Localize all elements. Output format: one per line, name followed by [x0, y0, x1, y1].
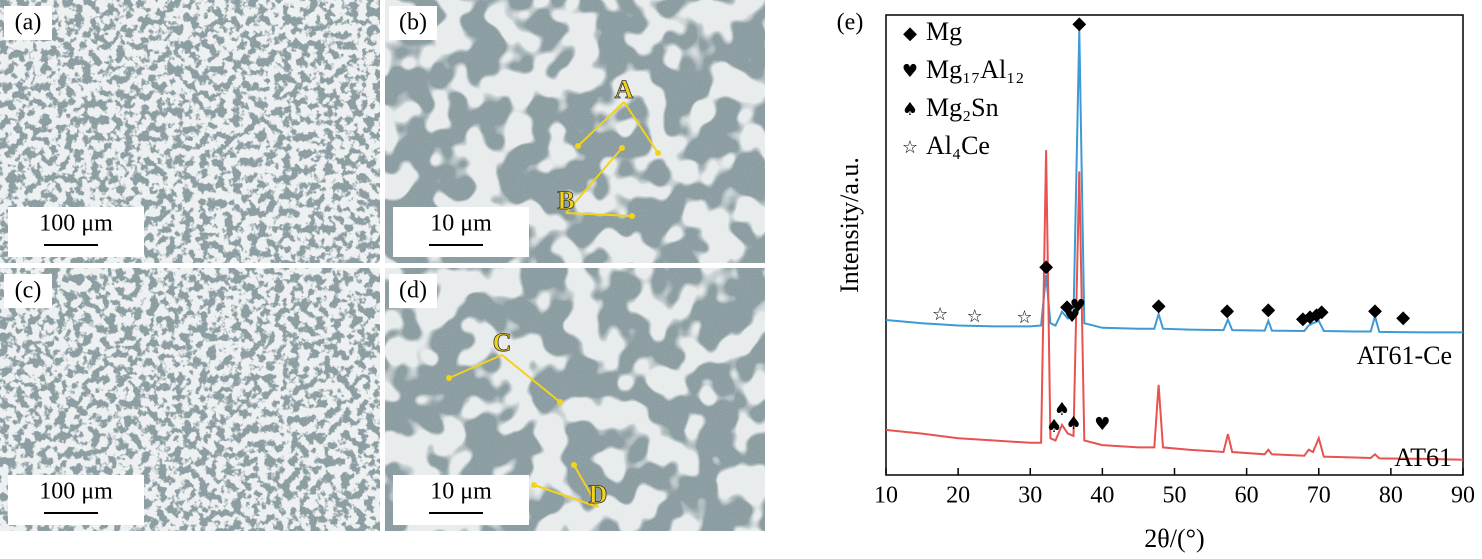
legend-label: Mg₁₇Al₁₂ [926, 55, 1024, 84]
micrograph: (c) 100 μm [0, 268, 380, 531]
peak-marker: ◆ [1060, 296, 1074, 317]
annotation-label: D [589, 480, 608, 509]
xrd-trace [885, 150, 1464, 461]
label-box [389, 274, 437, 308]
xrd-chart: 10 20 30 40 50 60 70 80 90 2θ/(°) Intensity/a.u. (e… [835, 10, 1475, 553]
peak-marker: ♠ [1065, 413, 1081, 434]
annotation-arrow [577, 101, 625, 147]
micrograph: (b) 10 μm A B [385, 0, 765, 263]
peak-marker: ☆ [932, 304, 948, 325]
label-box [4, 274, 52, 308]
arrow-head [571, 462, 577, 468]
x-tick-label: 50 [1163, 483, 1187, 509]
micrograph: (d) 10 μm C D [385, 268, 765, 531]
legend-label: Mg [926, 17, 962, 46]
x-tick-label: 30 [1018, 483, 1042, 509]
peak-marker: ◆ [1396, 307, 1410, 328]
peak-marker: ♠ [1054, 399, 1070, 420]
peak-marker: ◆ [1261, 299, 1275, 320]
y-axis-label: Intensity/a.u. [835, 157, 864, 293]
series-label: AT61 [1394, 443, 1452, 472]
peak-marker: ◆ [1152, 295, 1166, 316]
annotation-arrow [448, 354, 503, 379]
x-tick-label: 20 [946, 483, 970, 509]
annotation-label: A [615, 75, 634, 104]
label-box [389, 6, 437, 40]
peak-marker: ◆ [1315, 301, 1329, 322]
scale-bar-label: 100 μm [39, 211, 113, 237]
peak-marker: ◆ [1303, 306, 1317, 327]
peak-marker: ◆ [1368, 300, 1382, 321]
panel-label: (e) [837, 10, 864, 36]
x-tick-label: 60 [1235, 483, 1259, 509]
x-tick-label: 80 [1379, 483, 1403, 509]
x-tick-label: 90 [1451, 483, 1475, 509]
scale-box [393, 475, 529, 525]
peak-marker: ☆ [1016, 307, 1032, 328]
peak-marker: ◆ [1072, 13, 1086, 34]
micrograph: (a) 100 μm [0, 0, 380, 263]
x-tick-label: 40 [1090, 483, 1114, 509]
plot-frame [885, 14, 1464, 476]
annotation-arrow [565, 212, 633, 217]
legend-symbol: ♠ [902, 99, 918, 120]
arrow-head [446, 375, 452, 381]
peak-marker: ◆ [1310, 304, 1324, 325]
peak-marker: ◆ [1220, 300, 1234, 321]
label-box [4, 6, 52, 40]
peak-marker: ◆ [1039, 256, 1053, 277]
scale-bar-label: 10 μm [430, 479, 492, 505]
scale-box [8, 475, 144, 525]
arrow-head [655, 150, 661, 156]
arrow-head [619, 145, 625, 151]
legend-symbol: ◆ [903, 23, 917, 44]
peak-marker: ☆ [967, 306, 983, 327]
annotation-label: C [493, 328, 512, 357]
peak-marker: ◆ [1296, 308, 1310, 329]
x-tick-label: 10 [874, 483, 898, 509]
panel-label: (b) [399, 10, 427, 36]
panel-label: (c) [15, 278, 42, 304]
scale-box [8, 207, 144, 257]
scale-bar-label: 100 μm [39, 479, 113, 505]
xrd-trace [885, 30, 1463, 334]
annotation-arrow [565, 147, 623, 214]
arrow-head [575, 143, 581, 149]
x-axis-label: 2θ/(°) [1144, 524, 1204, 553]
arrow-head [531, 482, 537, 488]
annotation-label: B [557, 186, 574, 215]
annotation-arrow [501, 354, 561, 403]
peak-marker: ♥ [1094, 414, 1110, 435]
scale-bar-label: 10 μm [430, 211, 492, 237]
peak-marker: ♠ [1046, 416, 1062, 437]
panel-label: (a) [15, 10, 42, 36]
arrow-head [629, 213, 635, 219]
annotation-arrow [533, 484, 599, 508]
legend-symbol: ☆ [902, 137, 918, 158]
peak-marker: ♥ [1070, 296, 1086, 317]
series-label: AT61-Ce [1357, 341, 1452, 370]
peak-marker: ♥ [1064, 306, 1080, 327]
x-tick-label: 70 [1307, 483, 1331, 509]
legend-label: Al₄Ce [926, 131, 990, 160]
arrow-head [557, 399, 563, 405]
annotation-arrow [573, 464, 599, 508]
annotation-arrow [623, 101, 659, 154]
panel-label: (d) [399, 278, 427, 304]
scale-box [393, 207, 529, 257]
legend-symbol: ♥ [902, 61, 918, 82]
legend-label: Mg₂Sn [926, 93, 999, 122]
micrographs: (a) 100 μm (b) 10 μm A B (c) 100 μm (d) 10 μm C D [0, 0, 765, 531]
